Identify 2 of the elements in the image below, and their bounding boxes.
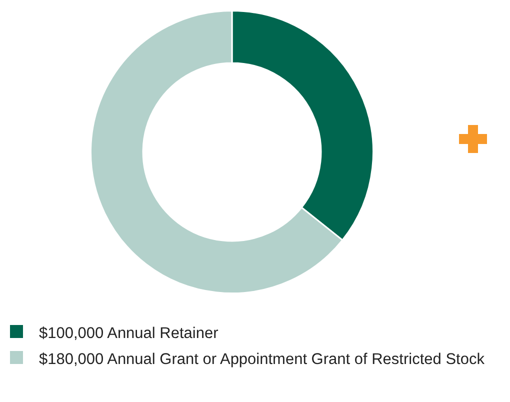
legend-label: $180,000 Annual Grant or Appointment Grant of Restricted Stock [39, 351, 484, 369]
legend-label: $100,000 Annual Retainer [39, 325, 218, 343]
